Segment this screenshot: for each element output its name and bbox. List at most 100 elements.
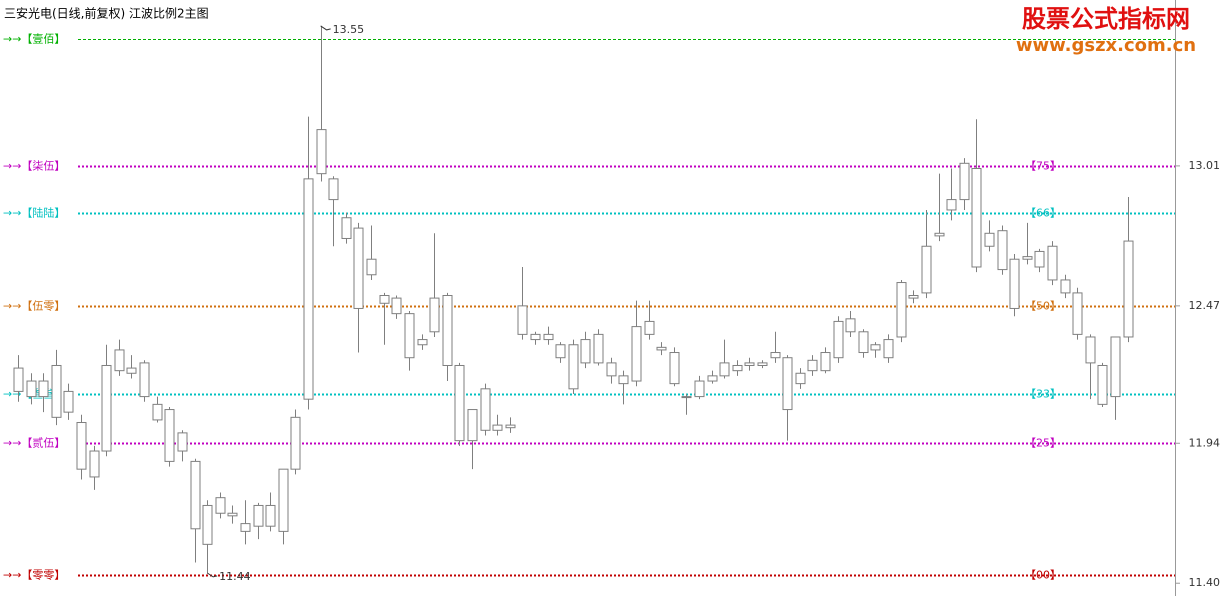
- y-tick-label: 11.94: [1189, 436, 1221, 449]
- candle-body: [782, 357, 793, 411]
- candle-body: [341, 217, 352, 239]
- candle-body: [896, 282, 907, 338]
- level-label: →→【零零】: [3, 569, 65, 582]
- candle-body: [719, 362, 730, 377]
- candle-body: [883, 339, 894, 359]
- level-label: →→【陆陆】: [3, 206, 65, 220]
- candle-body: [757, 362, 768, 366]
- candle-body: [517, 305, 528, 335]
- candle-body: [379, 295, 390, 304]
- candle-body: [593, 333, 604, 364]
- candle-body: [694, 380, 705, 398]
- candle-body: [253, 504, 264, 527]
- level-tag: 【25】: [1025, 437, 1061, 450]
- y-tick-label: 11.40: [1189, 576, 1221, 589]
- level-label: →→【柒伍】: [3, 160, 65, 173]
- candle-body: [391, 297, 402, 315]
- candle-body: [13, 367, 24, 392]
- candle-body: [492, 424, 503, 431]
- watermark: 股票公式指标网: [1022, 5, 1190, 33]
- candle-body: [555, 344, 566, 359]
- level-tag: 【00】: [1025, 569, 1061, 582]
- level-label: →→【贰伍】: [3, 436, 65, 450]
- candle-body: [1097, 364, 1108, 405]
- candle-body: [580, 339, 591, 364]
- candle-body: [908, 295, 919, 299]
- candle-body: [1034, 250, 1045, 268]
- candle-body: [152, 403, 163, 421]
- candle-body: [429, 297, 440, 333]
- candle-body: [89, 450, 100, 478]
- candle-body: [732, 364, 743, 372]
- candle-body: [290, 416, 301, 470]
- candle-body: [139, 362, 150, 398]
- candle-body: [543, 333, 554, 341]
- candle-body: [26, 380, 37, 398]
- candle-body: [51, 364, 62, 418]
- candle-body: [807, 359, 818, 372]
- watermark-url: www.gszx.com.cn: [1016, 35, 1196, 56]
- chart-title: 三安光电(日线,前复权) 江波比例2主图: [4, 6, 209, 21]
- candle-body: [1072, 292, 1083, 335]
- y-tick-label: 12.47: [1189, 299, 1221, 312]
- candle-body: [265, 504, 276, 527]
- candle-body: [870, 344, 881, 351]
- candle-body: [114, 349, 125, 372]
- candle-body: [190, 460, 201, 530]
- candle-body: [934, 232, 945, 237]
- candle-body: [316, 129, 327, 175]
- candle-body: [467, 409, 478, 442]
- candle-body: [997, 230, 1008, 271]
- level-tag: 【50】: [1025, 300, 1061, 313]
- candle-body: [202, 504, 213, 545]
- annotation-arrow: [320, 25, 331, 31]
- level-label: →→【伍零】: [3, 300, 65, 313]
- candle-body: [505, 424, 516, 429]
- candle-body: [240, 523, 251, 532]
- candle-body: [669, 352, 680, 385]
- candle-body: [707, 375, 718, 382]
- candle-body: [631, 326, 642, 382]
- candle-body: [164, 409, 175, 462]
- candle-body: [644, 320, 655, 335]
- candle-body: [971, 167, 982, 268]
- level-label: →→【壹佰】: [3, 33, 65, 46]
- candle-body: [681, 396, 692, 399]
- candle-body: [480, 388, 491, 431]
- annotation-arrow: [206, 572, 218, 578]
- candle-body: [770, 352, 781, 359]
- candle-body: [618, 375, 629, 385]
- level-tag: 【75】: [1025, 160, 1061, 173]
- candle-body: [1110, 336, 1121, 398]
- candle-body: [833, 320, 844, 359]
- candle-body: [984, 232, 995, 247]
- candle-body: [1085, 336, 1096, 364]
- candle-body: [656, 346, 667, 351]
- candle-body: [215, 497, 226, 514]
- y-tick-label: 13.01: [1189, 159, 1221, 172]
- candle-body: [278, 468, 289, 532]
- candle-body: [303, 178, 314, 400]
- candle-body: [820, 352, 831, 372]
- candle-body: [858, 331, 869, 354]
- annotation-label: 13.55: [333, 23, 365, 36]
- candle-body: [366, 258, 377, 276]
- candle-body: [1047, 245, 1058, 281]
- candle-body: [404, 313, 415, 359]
- candle-body: [63, 390, 74, 413]
- candle-body: [744, 362, 755, 366]
- level-tag: 【33】: [1025, 388, 1061, 401]
- candle-body: [959, 162, 970, 201]
- candle-body: [227, 512, 238, 517]
- candle-body: [530, 333, 541, 341]
- candle-body: [101, 364, 112, 452]
- candle-body: [442, 295, 453, 366]
- candle-body: [1022, 256, 1033, 260]
- candle-body: [1123, 240, 1134, 338]
- candle-body: [921, 245, 932, 294]
- candle-body: [454, 364, 465, 442]
- candle-body: [76, 422, 87, 470]
- candle-body: [946, 199, 957, 211]
